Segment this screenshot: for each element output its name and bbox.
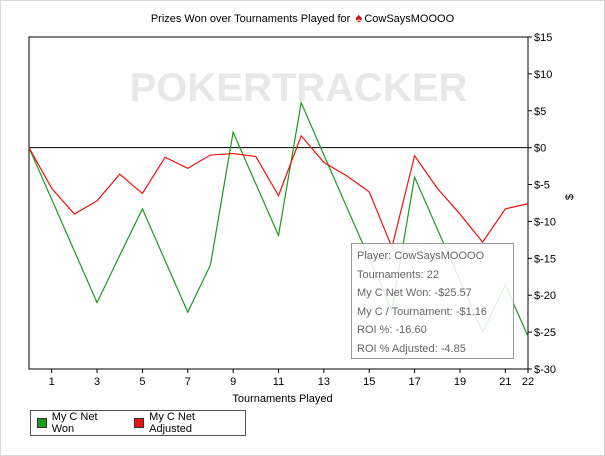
x-tick-label: 19 [454, 376, 466, 388]
x-tick-label: 11 [273, 376, 284, 388]
spade-icon: ♠ [355, 10, 363, 25]
x-tick-label: 17 [408, 376, 420, 388]
x-axis-label: Tournaments Played [232, 393, 332, 405]
y-tick-label: $0 [534, 143, 546, 155]
y-tick-label: $-30 [534, 364, 556, 376]
x-tick-label: 5 [139, 376, 145, 388]
watermark: POKERTRACKER [130, 66, 468, 110]
legend-item-net-adjusted[interactable]: My C Net Adjusted [134, 411, 237, 435]
y-axis-label: $ [564, 194, 576, 200]
legend-label-net-won: My C Net Won [51, 411, 98, 435]
x-tick-label: 7 [185, 376, 191, 388]
legend-label-net-adjusted: My C Net Adjusted [149, 411, 195, 435]
chart-title: Prizes Won over Tournaments Played for ♠… [0, 10, 605, 25]
tooltip-tournaments: Tournaments: 22 [357, 268, 439, 281]
x-tick-label: 9 [230, 376, 236, 388]
chart-title-text: Prizes Won over Tournaments Played for [150, 13, 351, 25]
tooltip-player: Player: CowSaysMOOOO [357, 250, 485, 262]
y-tick-label: $10 [534, 69, 552, 81]
y-tick-label: $-15 [534, 253, 556, 265]
tooltip-roi-adjusted: ROI % Adjusted: -4.85 [357, 342, 466, 355]
y-tick-label: $-20 [534, 290, 556, 302]
series-net-adjusted-line [28, 134, 529, 250]
tooltip-net-won: My C Net Won: -$25.57 [357, 287, 472, 299]
x-tick-label: 21 [499, 376, 511, 388]
x-tick-label: 22 [522, 376, 534, 388]
x-tick-label: 1 [49, 376, 55, 388]
stats-tooltip: Player: CowSaysMOOOO Tournaments: 22 My … [351, 243, 514, 359]
legend-swatch-net-adjusted [134, 418, 145, 428]
tooltip-roi: ROI %: -16.60 [357, 324, 427, 336]
legend-item-net-won[interactable]: My C Net Won [37, 411, 120, 435]
y-tick-label: $-5 [534, 180, 550, 192]
x-tick-label: 13 [318, 376, 330, 388]
y-tick-label: $15 [534, 32, 552, 44]
y-tick-label: $5 [534, 106, 546, 118]
chart-title-player: CowSaysMOOOO [364, 13, 455, 25]
x-tick-label: 3 [94, 376, 100, 388]
y-tick-label: $-10 [534, 216, 556, 228]
axes: $15$10$5$0$-5$-10$-15$-20$-25$-301 3 5 7 9 11… [28, 32, 556, 388]
x-tick-label: 15 [363, 376, 375, 388]
y-tick-label: $-25 [534, 327, 556, 339]
tooltip-per-tournament: My C / Tournament: -$1.16 [357, 305, 488, 318]
legend-swatch-net-won [37, 418, 47, 428]
legend: My C Net Won My C Net Adjusted [30, 410, 246, 436]
